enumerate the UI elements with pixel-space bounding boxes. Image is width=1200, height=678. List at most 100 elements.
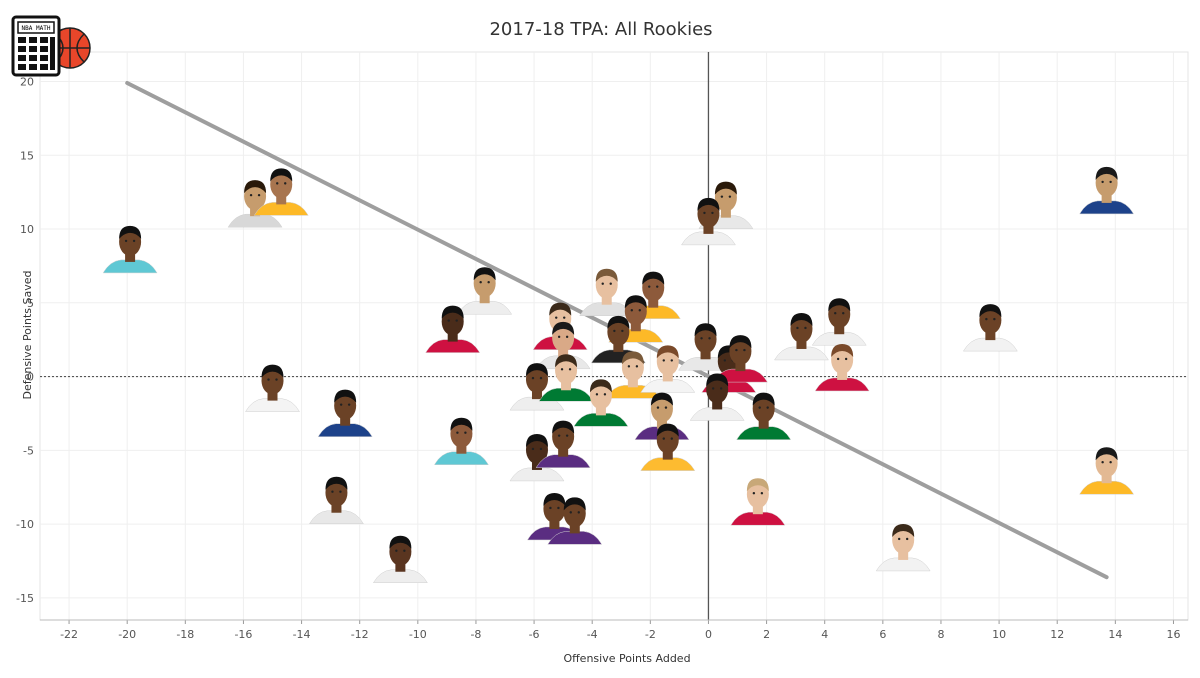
eye [728, 195, 732, 198]
eye [621, 329, 624, 333]
eye [656, 285, 659, 288]
head [706, 375, 729, 404]
neck [276, 196, 287, 205]
player-headshot [433, 417, 489, 465]
hair [549, 302, 572, 316]
x-tick-label: -20 [118, 628, 136, 641]
eye [656, 406, 660, 409]
eye [284, 182, 287, 185]
hair [244, 180, 267, 194]
nba-math-logo: NBA MATH [11, 15, 91, 77]
hair [555, 354, 578, 368]
eye [703, 211, 706, 215]
neck [796, 340, 807, 349]
player-headshot [547, 497, 603, 545]
head [563, 499, 586, 528]
jersey [547, 531, 603, 545]
head [656, 347, 679, 376]
player-headshot [962, 304, 1018, 352]
hair [450, 417, 473, 431]
hair [607, 315, 630, 329]
head [746, 480, 769, 509]
eye [531, 447, 535, 451]
eye [339, 403, 343, 406]
x-tick-label: 2 [763, 628, 770, 641]
eye [804, 326, 807, 330]
jersey [509, 467, 565, 482]
eye [720, 195, 724, 198]
eye [479, 281, 482, 284]
x-tick-label: 12 [1050, 628, 1064, 641]
eye [752, 492, 756, 495]
x-tick-label: -2 [645, 628, 656, 641]
hair [334, 389, 357, 403]
eye [670, 437, 673, 440]
head [325, 478, 348, 507]
head [334, 391, 357, 420]
player-headshot [605, 351, 661, 399]
eye [557, 335, 561, 339]
y-tick-label: 20 [20, 76, 34, 89]
head [552, 323, 575, 352]
player-headshot [640, 345, 696, 393]
eye [565, 335, 569, 339]
neck [712, 401, 723, 410]
eye [993, 317, 996, 321]
head [790, 314, 813, 343]
eye [456, 431, 459, 434]
hair [1095, 447, 1118, 461]
jersey [774, 346, 829, 361]
hair [624, 295, 647, 309]
eye [638, 309, 641, 312]
eye [766, 406, 769, 409]
jersey [640, 379, 696, 393]
player-headshot [579, 268, 635, 316]
player-headshot [875, 523, 931, 572]
eye [275, 378, 278, 381]
jersey [245, 398, 300, 412]
eye [267, 378, 270, 381]
eye [760, 492, 764, 495]
head [642, 273, 665, 302]
data-points [102, 166, 1135, 583]
head [441, 307, 464, 336]
neck [613, 343, 624, 352]
x-tick-label: 14 [1108, 628, 1122, 641]
hair [642, 271, 665, 285]
eye [796, 326, 799, 330]
eye [662, 359, 665, 362]
neck [627, 379, 638, 388]
eye [601, 282, 604, 285]
x-tick-label: 16 [1166, 628, 1180, 641]
head [729, 337, 752, 366]
neck [569, 525, 580, 534]
hair [979, 304, 1002, 318]
eye [897, 537, 901, 541]
x-tick-label: 10 [992, 628, 1006, 641]
jersey [102, 259, 158, 274]
eye [662, 437, 665, 440]
player-headshot [689, 373, 745, 421]
eye [905, 537, 909, 541]
head [525, 435, 548, 464]
player-headshot [814, 343, 870, 392]
eye [447, 319, 450, 322]
eye [395, 549, 398, 552]
hair [261, 364, 284, 378]
hair [746, 478, 769, 492]
eye [711, 211, 714, 215]
hair [650, 392, 673, 406]
eye [758, 406, 761, 409]
x-tick-label: 0 [705, 628, 712, 641]
head [261, 366, 284, 395]
neck [758, 420, 769, 429]
player-headshot [227, 180, 283, 228]
eye [985, 317, 988, 321]
player-headshot [457, 267, 513, 315]
neck [447, 333, 458, 342]
eye [539, 447, 543, 451]
hair [697, 197, 720, 211]
neck [331, 504, 342, 513]
eye [257, 193, 261, 197]
